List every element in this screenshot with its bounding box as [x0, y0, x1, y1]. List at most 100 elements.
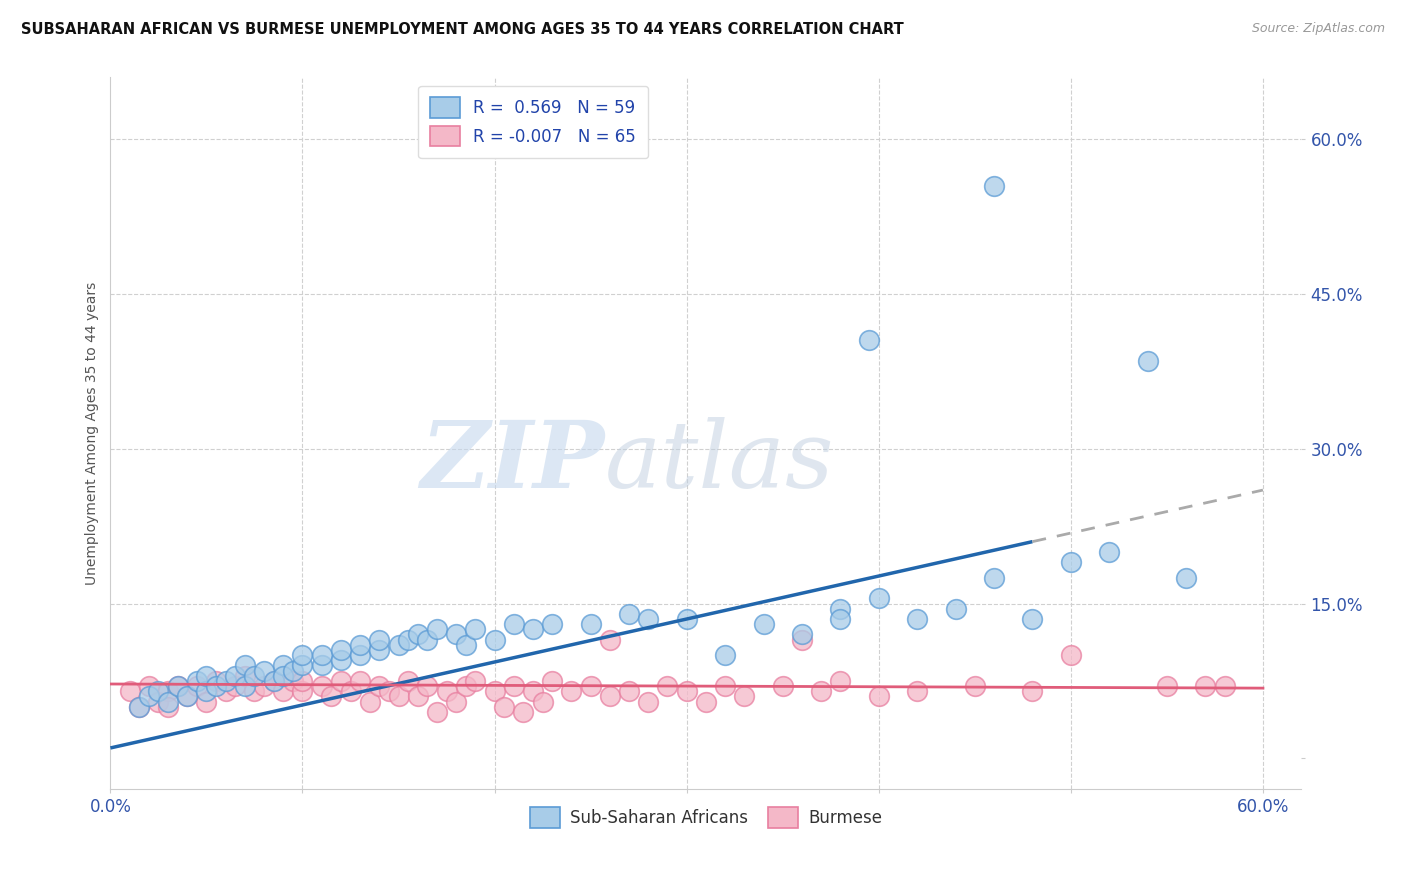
Point	[752, 617, 775, 632]
Point	[406, 690, 429, 704]
Point	[426, 623, 449, 637]
Point	[502, 679, 524, 693]
Point	[176, 690, 198, 704]
Point	[675, 612, 697, 626]
Point	[1060, 648, 1083, 662]
Point	[291, 673, 314, 688]
Point	[329, 673, 352, 688]
Point	[138, 690, 160, 704]
Point	[1021, 684, 1043, 698]
Point	[118, 684, 141, 698]
Point	[810, 684, 832, 698]
Point	[963, 679, 986, 693]
Point	[790, 627, 813, 641]
Point	[263, 673, 285, 688]
Point	[291, 648, 314, 662]
Point	[905, 612, 928, 626]
Legend: Sub-Saharan Africans, Burmese: Sub-Saharan Africans, Burmese	[523, 801, 889, 834]
Y-axis label: Unemployment Among Ages 35 to 44 years: Unemployment Among Ages 35 to 44 years	[86, 282, 100, 585]
Point	[271, 684, 294, 698]
Point	[541, 617, 564, 632]
Text: atlas: atlas	[605, 417, 834, 507]
Text: ZIP: ZIP	[420, 417, 605, 507]
Point	[512, 705, 534, 719]
Point	[617, 607, 640, 621]
Point	[858, 334, 880, 348]
Point	[311, 658, 333, 673]
Point	[281, 664, 304, 678]
Point	[349, 638, 371, 652]
Point	[205, 673, 228, 688]
Point	[454, 638, 477, 652]
Point	[224, 669, 246, 683]
Point	[868, 690, 890, 704]
Point	[329, 653, 352, 667]
Point	[945, 601, 967, 615]
Point	[138, 679, 160, 693]
Point	[494, 699, 516, 714]
Point	[233, 658, 256, 673]
Point	[128, 699, 150, 714]
Point	[617, 684, 640, 698]
Point	[359, 694, 381, 708]
Point	[311, 679, 333, 693]
Point	[253, 664, 276, 678]
Point	[675, 684, 697, 698]
Point	[233, 669, 256, 683]
Point	[195, 684, 218, 698]
Point	[579, 679, 602, 693]
Point	[1021, 612, 1043, 626]
Point	[416, 632, 439, 647]
Point	[1194, 679, 1216, 693]
Point	[396, 673, 419, 688]
Text: SUBSAHARAN AFRICAN VS BURMESE UNEMPLOYMENT AMONG AGES 35 TO 44 YEARS CORRELATION: SUBSAHARAN AFRICAN VS BURMESE UNEMPLOYME…	[21, 22, 904, 37]
Point	[186, 679, 208, 693]
Point	[599, 632, 621, 647]
Point	[368, 632, 391, 647]
Point	[243, 684, 266, 698]
Point	[464, 673, 486, 688]
Point	[599, 690, 621, 704]
Point	[790, 632, 813, 647]
Point	[830, 673, 852, 688]
Point	[714, 648, 737, 662]
Point	[522, 623, 544, 637]
Point	[186, 673, 208, 688]
Point	[502, 617, 524, 632]
Point	[983, 571, 1005, 585]
Point	[830, 612, 852, 626]
Point	[233, 679, 256, 693]
Point	[531, 694, 554, 708]
Point	[368, 643, 391, 657]
Point	[215, 684, 238, 698]
Point	[253, 679, 276, 693]
Point	[195, 694, 218, 708]
Point	[541, 673, 564, 688]
Point	[128, 699, 150, 714]
Point	[281, 673, 304, 688]
Point	[830, 601, 852, 615]
Point	[321, 690, 343, 704]
Point	[148, 684, 170, 698]
Point	[291, 684, 314, 698]
Point	[195, 669, 218, 683]
Point	[436, 684, 458, 698]
Point	[560, 684, 582, 698]
Point	[695, 694, 717, 708]
Point	[157, 699, 180, 714]
Point	[454, 679, 477, 693]
Point	[311, 648, 333, 662]
Point	[157, 684, 180, 698]
Point	[396, 632, 419, 647]
Point	[387, 638, 409, 652]
Point	[868, 591, 890, 606]
Point	[522, 684, 544, 698]
Point	[444, 627, 467, 641]
Point	[271, 669, 294, 683]
Point	[1213, 679, 1236, 693]
Point	[1098, 545, 1121, 559]
Point	[271, 658, 294, 673]
Point	[1156, 679, 1178, 693]
Point	[484, 632, 506, 647]
Point	[484, 684, 506, 698]
